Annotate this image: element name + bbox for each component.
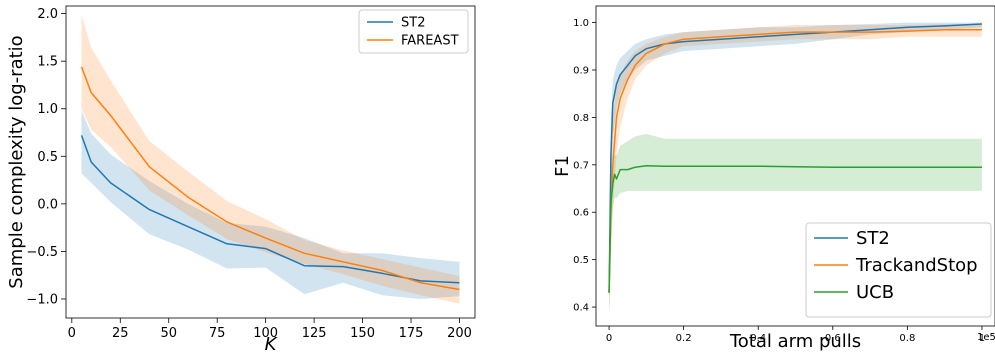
y-tick-label: 0.5 <box>573 255 589 266</box>
x-tick-label: 200 <box>447 326 472 341</box>
x-tick-label: 0.2 <box>676 333 692 344</box>
left-chart: 0 25 50 75 100 125 150 175 200 −1.0 −0.5 0.0 0.5 1.0 1… <box>6 5 476 354</box>
x-tick-label: 0 <box>606 333 612 344</box>
legend-label-fareast: FAREAST <box>401 34 459 49</box>
confidence-band-fareast <box>81 14 460 304</box>
y-tick-label: 0.8 <box>573 113 589 124</box>
confidence-band-st2 <box>81 110 460 299</box>
x-axis-label: K <box>265 334 278 354</box>
x-tick-label: 75 <box>209 326 226 341</box>
x-tick-label: 0.4 <box>750 333 766 344</box>
y-tick-label: 2.0 <box>37 7 58 22</box>
series-line-st2 <box>608 23 982 293</box>
x-tick-label: 175 <box>399 326 424 341</box>
plot-frame <box>595 5 995 327</box>
y-tick-label: 1.0 <box>573 18 589 29</box>
y-axis-label: Sample complexity log-ratio <box>6 35 27 288</box>
plot-frame <box>65 5 476 319</box>
series-line-trackandstop <box>608 28 982 293</box>
series-line-ucb <box>608 165 982 293</box>
x-axis-offset-label: 1e5 <box>977 332 995 343</box>
series-line-st2 <box>80 135 460 284</box>
y-tick-label: 0.0 <box>37 197 58 212</box>
right-chart: 0 0.2 0.4 0.6 0.8 1 0.4 0.5 0.6 0.7 0.8 0.9 1.0 Total… <box>552 5 995 352</box>
y-tick-label: −1.0 <box>26 292 58 307</box>
confidence-band-ucb <box>609 134 982 317</box>
x-tick-label: 1 <box>979 333 985 344</box>
y-tick-label: 0.4 <box>573 303 589 314</box>
x-axis-label: Total arm pulls <box>729 331 861 352</box>
y-axis-label: F1 <box>552 155 573 177</box>
y-tick-label: 0.5 <box>37 150 58 165</box>
legend-box <box>358 9 469 54</box>
x-tick-label: 0.6 <box>825 333 841 344</box>
x-tick-label: 0 <box>68 326 76 341</box>
confidence-band-st2 <box>609 22 982 317</box>
legend-label-trackandstop: TrackandStop <box>855 255 978 276</box>
y-tick-label: 0.9 <box>573 66 589 77</box>
y-tick-label: 1.5 <box>37 55 58 70</box>
y-tick-label: 1.0 <box>37 102 58 117</box>
y-tick-label: 0.7 <box>573 160 589 171</box>
x-tick-label: 125 <box>302 326 327 341</box>
legend-box <box>805 222 992 318</box>
x-tick-label: 0.8 <box>899 333 915 344</box>
y-tick-label: 0.6 <box>573 208 589 219</box>
x-tick-label: 25 <box>112 326 129 341</box>
x-tick-label: 100 <box>253 326 278 341</box>
legend-label-st2: ST2 <box>401 16 425 31</box>
legend-label-ucb: UCB <box>856 282 894 303</box>
x-tick-label: 150 <box>350 326 375 341</box>
x-tick-label: 50 <box>160 326 177 341</box>
series-line-fareast <box>80 66 460 291</box>
y-tick-label: −0.5 <box>26 245 58 260</box>
legend-label-st2: ST2 <box>856 228 890 249</box>
